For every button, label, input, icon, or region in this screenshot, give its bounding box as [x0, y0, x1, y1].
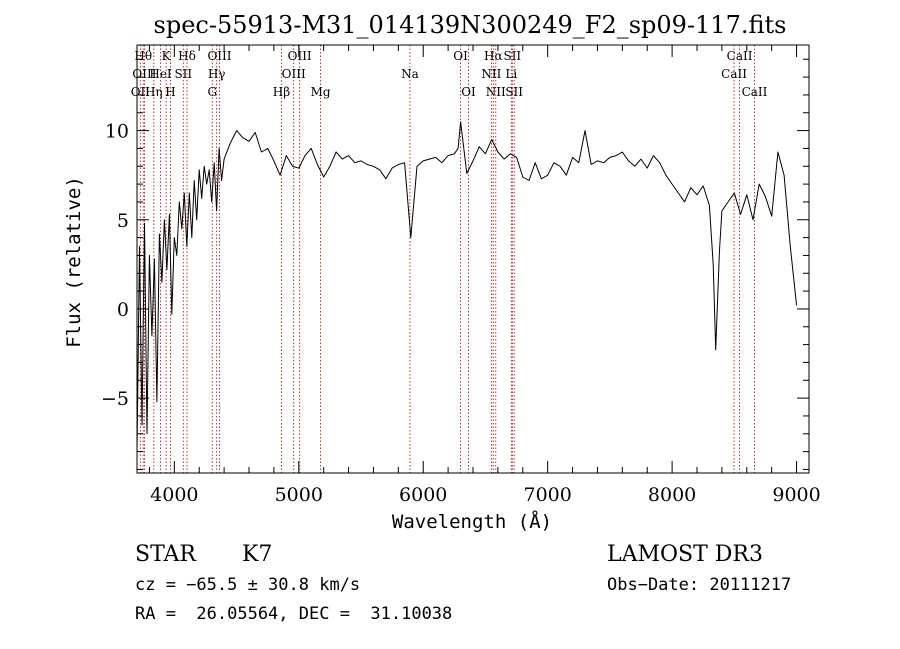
- x-tick-label: 4000: [150, 484, 198, 506]
- spectral-line-label: Mg: [311, 85, 331, 99]
- spectral-line-label: K: [162, 49, 172, 63]
- spectral-line-label: SII: [174, 67, 192, 81]
- spectral-line-label: SII: [503, 49, 521, 63]
- spectral-line-label: OIII: [288, 49, 312, 63]
- spectral-line-label: NII: [486, 85, 506, 99]
- y-axis: −5 0 5 10: [101, 58, 809, 470]
- spectral-line-labels: OIIHθOIIIHηHeIKHSIIHδGHγOIIIHβOIIIOIIIMg…: [131, 49, 768, 99]
- x-tick-label: 9000: [772, 484, 820, 506]
- spectral-line-label: Na: [401, 67, 419, 81]
- object-class: STAR: [135, 542, 197, 567]
- y-tick-label: 0: [117, 299, 129, 321]
- spectral-line-label: OI: [453, 49, 468, 63]
- x-tick-label: 5000: [275, 484, 323, 506]
- spectral-line-label: OI: [461, 85, 476, 99]
- spectral-line-label: OIII: [207, 49, 231, 63]
- plot-frame: [136, 44, 810, 474]
- survey-name: LAMOST DR3: [607, 542, 763, 567]
- spectral-line-label: NII: [481, 67, 501, 81]
- x-tick-label: 8000: [648, 484, 696, 506]
- spectral-line-label: OII: [131, 85, 151, 99]
- y-tick-label: 5: [117, 210, 129, 232]
- y-axis-label: Flux (relative): [63, 176, 85, 348]
- spectral-line-label: CaII: [721, 67, 747, 81]
- spectral-line-label: Hγ: [208, 67, 226, 81]
- y-tick-label: −5: [101, 388, 129, 410]
- spectral-line-label: Hβ: [273, 85, 290, 99]
- chart-title: spec-55913-M31_014139N300249_F2_sp09-117…: [154, 11, 787, 39]
- redshift-line: cz = −65.5 ± 30.8 km/s: [135, 575, 360, 595]
- spectral-line-label: OIII: [282, 67, 306, 81]
- x-tick-label: 7000: [523, 484, 571, 506]
- spectral-line-label: CaII: [742, 85, 768, 99]
- spectral-line-label: Hα: [484, 49, 503, 63]
- spectral-line-label: Li: [505, 67, 517, 81]
- spectrum-line: [136, 121, 798, 452]
- obs-date-line: Obs−Date: 20111217: [607, 575, 791, 595]
- spectral-line-markers: [139, 45, 755, 473]
- x-axis: 4000 5000 6000 7000 8000 9000: [148, 45, 821, 506]
- spectral-line-label: G: [207, 85, 217, 99]
- spectral-line-label: SII: [505, 85, 523, 99]
- object-subclass: K7: [242, 542, 272, 567]
- spectral-line-label: CaII: [727, 49, 753, 63]
- coordinates-line: RA = 26.05564, DEC = 31.10038: [135, 604, 452, 624]
- x-tick-label: 6000: [399, 484, 447, 506]
- spectral-line-label: HeI: [149, 67, 172, 81]
- spectral-line-label: H: [165, 85, 175, 99]
- spectral-line-label: Hη: [145, 85, 163, 99]
- x-axis-label: Wavelength (Å): [392, 510, 552, 533]
- y-tick-label: 10: [105, 121, 129, 143]
- spectral-line-label: Hδ: [178, 49, 196, 63]
